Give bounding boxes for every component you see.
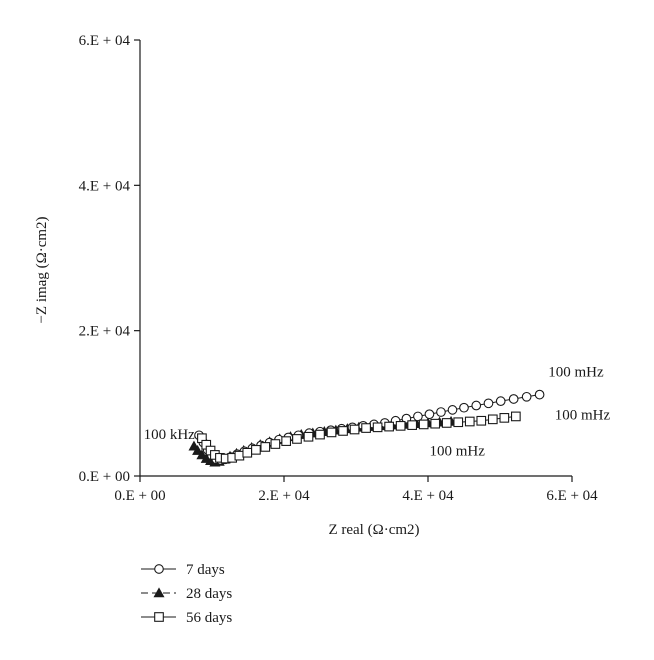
y-tick-label: 4.E + 04 (79, 178, 131, 194)
legend-label: 28 days (186, 586, 232, 602)
data-point (430, 418, 441, 429)
data-point (315, 429, 325, 440)
legend-marker (154, 564, 164, 574)
data-point (453, 417, 464, 428)
data-point (270, 439, 281, 449)
data-point (372, 422, 383, 433)
data-point (459, 402, 469, 413)
data-point (234, 450, 245, 461)
data-point (510, 411, 521, 422)
legend-item: 7 days (141, 562, 225, 578)
data-point (251, 444, 261, 455)
data-point (495, 396, 506, 407)
data-point (487, 414, 498, 425)
data-point (521, 391, 532, 402)
y-tick-label: 6.E + 04 (79, 33, 131, 49)
y-tick-label: 0.E + 00 (79, 469, 130, 485)
data-point (436, 407, 446, 417)
data-point (534, 389, 545, 400)
x-axis-ticks: 0.E + 00 2.E + 04 4.E + 04 6.E + 04 (114, 476, 598, 504)
data-point (407, 420, 418, 430)
y-axis-title: −Z imag (Ω·cm2) (34, 216, 50, 323)
data-point (471, 400, 482, 411)
data-point (361, 423, 371, 433)
data-point (326, 427, 337, 438)
legend-item: 28 days (141, 586, 232, 602)
data-point (303, 431, 314, 442)
legend-marker (153, 587, 165, 598)
x-axis-title: Z real (Ω·cm2) (328, 522, 419, 538)
data-point (424, 409, 435, 420)
data-point (260, 442, 271, 452)
data-point (292, 434, 302, 444)
data-point (418, 419, 429, 430)
y-tick-label: 2.E + 04 (79, 324, 131, 340)
y-axis-ticks: 0.E + 00 2.E + 04 4.E + 04 6.E + 04 (79, 33, 140, 485)
data-point (281, 436, 292, 446)
data-point (483, 398, 494, 409)
data-point (242, 447, 253, 458)
x-tick-label: 2.E + 04 (258, 488, 310, 504)
series-56-days (197, 411, 521, 464)
frequency-annotation: 100 mHz (548, 364, 604, 380)
data-point (384, 421, 394, 432)
data-point (413, 411, 423, 422)
data-point (476, 415, 487, 426)
data-point (441, 418, 452, 428)
data-point (349, 424, 360, 435)
data-point (192, 444, 204, 455)
legend-label: 7 days (186, 562, 225, 578)
data-point (395, 421, 406, 431)
data-point (508, 394, 519, 404)
legend-label: 56 days (186, 610, 232, 626)
legend: 7 days 28 days 56 days (141, 562, 232, 626)
series-layer (188, 389, 545, 467)
frequency-annotation: 100 mHz (555, 407, 611, 423)
plot-frame (139, 40, 572, 477)
data-point (338, 426, 348, 436)
x-tick-label: 0.E + 00 (114, 488, 165, 504)
x-tick-label: 6.E + 04 (546, 488, 598, 504)
frequency-annotation: 100 mHz (429, 444, 485, 460)
legend-marker (154, 612, 164, 622)
annotations: 100 kHz 100 mHz 100 mHz 100 mHz (144, 364, 611, 459)
data-point (464, 416, 475, 427)
x-tick-label: 4.E + 04 (402, 488, 454, 504)
data-point (499, 413, 510, 423)
legend-item: 56 days (141, 610, 232, 626)
frequency-annotation: 100 kHz (144, 427, 196, 443)
data-point (447, 405, 458, 415)
